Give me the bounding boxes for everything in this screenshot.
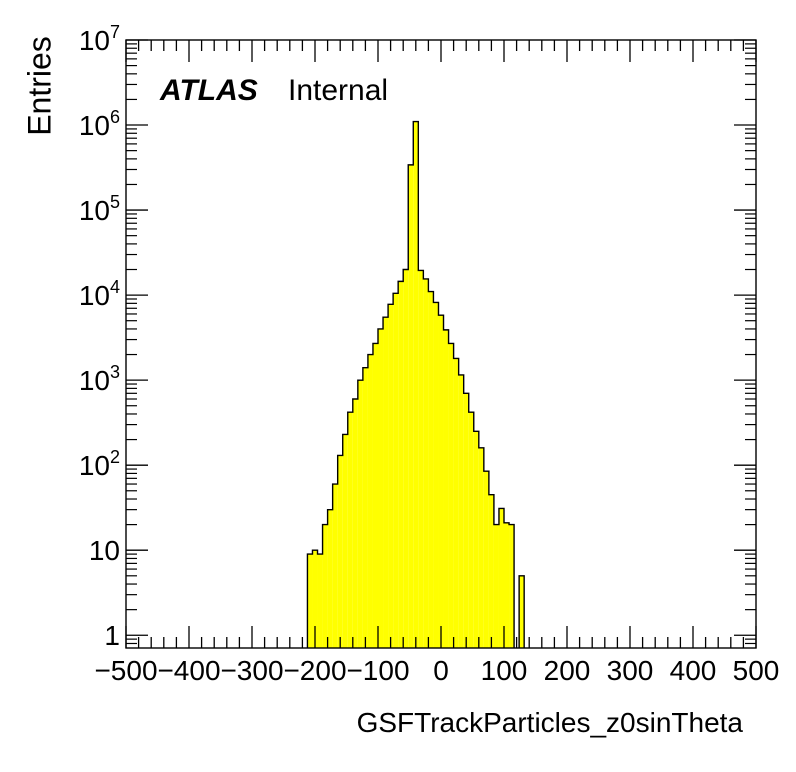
y-tick-exponent: 2 [110,447,120,467]
histogram-bar-13 [372,343,378,648]
y-tick-exponent: 6 [110,107,120,127]
x-tick-label: 400 [670,655,717,686]
histogram-bar-14 [378,328,384,648]
histogram-bar-25 [433,302,439,648]
y-tick-base: 10 [79,110,110,141]
y-tick-base: 10 [79,280,110,311]
x-tick-label: 100 [481,655,528,686]
histogram-bar-35 [483,471,489,648]
histogram-bar-38 [498,508,504,648]
histogram-bar-15 [383,317,389,648]
axis-labels: −500 −400 −300 −200 −100 0 100 200 300 400 5001101… [79,22,780,686]
x-tick-label: −400 [157,655,220,686]
axis-ticks [125,39,757,648]
histogram-bar-9 [352,399,358,648]
y-tick-exponent: 7 [110,22,120,42]
y-tick-label: 105 [79,192,120,226]
x-tick-label: 200 [544,655,591,686]
histogram-bar-4 [327,509,333,648]
histogram-bar-3 [322,524,328,648]
y-tick-label: 1 [104,620,120,651]
y-tick-base: 10 [79,365,110,396]
x-tick-label: 0 [433,655,449,686]
y-tick-exponent: 5 [110,192,120,212]
histogram-bar-36 [488,494,494,648]
internal-label: Internal [288,74,388,107]
x-axis-label: GSFTrackParticles_z0sinTheta [357,707,744,738]
histogram-bar-32 [468,412,474,648]
histogram-bar-1 [312,550,318,648]
histogram-bar-10 [357,380,363,648]
histogram-bar-2 [317,554,323,648]
y-tick-base: 10 [79,25,110,56]
x-tick-label: 300 [607,655,654,686]
histogram-bar-31 [463,393,469,648]
histogram-bar-27 [443,329,449,648]
histogram-bar-34 [478,447,484,648]
y-tick-label: 10 [89,535,120,566]
histogram-bar-37 [493,524,499,648]
histogram-bar-5 [332,484,338,648]
y-tick-label: 104 [79,277,120,311]
histogram-bar-20 [408,164,414,648]
histogram-bar-19 [403,269,409,648]
x-tick-label: −500 [94,655,157,686]
y-tick-exponent: 3 [110,362,120,382]
y-tick-base: 10 [79,450,110,481]
histogram-bar-11 [362,367,368,648]
y-tick-label: 106 [79,107,120,141]
histogram-bar-12 [367,354,373,648]
histogram-bar-17 [393,293,399,648]
histogram-bar-39 [504,522,510,648]
histogram-bar-18 [398,281,404,648]
x-tick-label: −200 [283,655,346,686]
chart-overlay: Entries GSFTrackParticles_z0sinTheta ATL… [21,36,743,738]
y-tick-base: 10 [79,195,110,226]
y-tick-label: 102 [79,447,120,481]
histogram-bar-21 [413,121,419,648]
x-tick-label: −300 [220,655,283,686]
y-tick-label: 103 [79,362,120,396]
histogram-bar-23 [423,278,429,648]
y-tick-label: 107 [79,22,120,56]
atlas-label: ATLAS [159,74,258,107]
histogram-bar-30 [458,374,464,648]
histogram-bars [307,121,525,648]
x-tick-label: −100 [346,655,409,686]
histogram-bar-7 [342,434,348,648]
histogram-bar-33 [473,431,479,648]
histogram-bar-0 [307,554,313,648]
histogram-bar-6 [337,455,343,648]
histogram-bar-28 [448,343,454,648]
y-axis-label: Entries [21,36,57,136]
histogram-bar-22 [418,270,424,648]
y-tick-exponent: 4 [110,277,120,297]
histogram-bar-8 [347,412,353,648]
histogram-bar-29 [453,358,459,648]
histogram-bar-24 [428,291,434,648]
histogram-outline [306,120,525,648]
histogram-bar-16 [388,304,394,648]
histogram-bar-26 [438,315,444,648]
x-tick-label: 500 [733,655,780,686]
histogram-bar-41 [519,575,525,648]
histogram-bar-40 [509,524,515,648]
